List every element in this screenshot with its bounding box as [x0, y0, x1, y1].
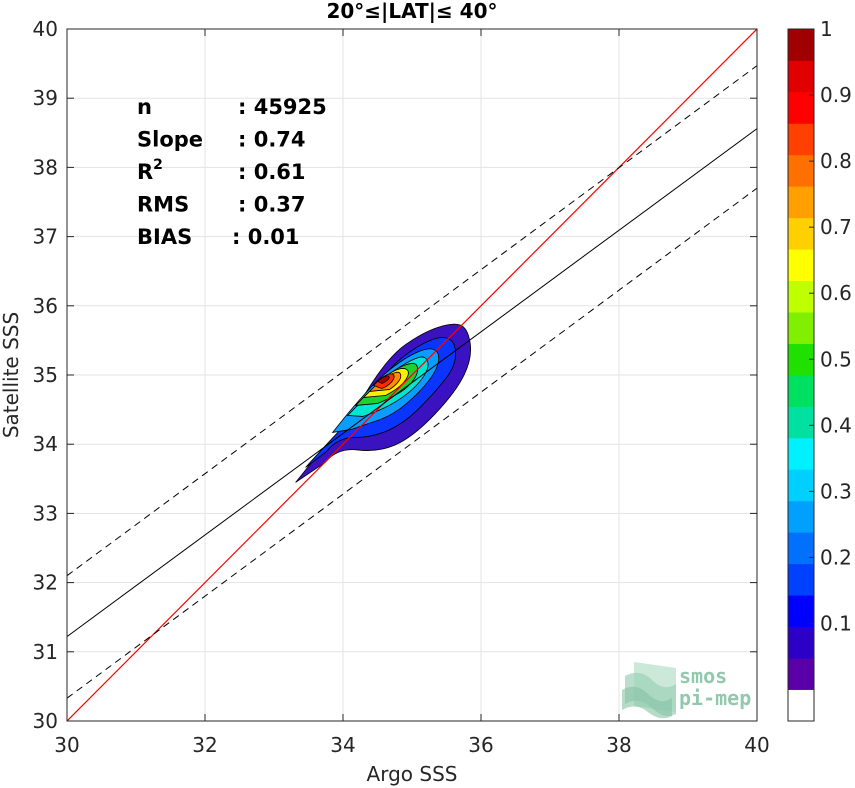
y-tick-label: 39 [33, 86, 58, 110]
stat-value: : 45925 [238, 95, 327, 119]
colorbar-segment [788, 406, 814, 439]
colorbar-segment [788, 532, 814, 565]
colorbar-frame [787, 28, 815, 722]
x-tick-label: 40 [744, 733, 769, 757]
colorbar-tick-label: 0.7 [820, 215, 852, 239]
colorbar-segment [788, 658, 814, 690]
y-tick-label: 31 [33, 640, 58, 664]
colorbar-tick-label: 0.3 [820, 479, 852, 503]
fit-line [67, 128, 757, 637]
colorbar-segment [788, 123, 814, 156]
logo-wave-icon [622, 662, 676, 719]
x-tick-label: 32 [192, 733, 217, 757]
y-tick-label: 38 [33, 155, 58, 179]
colorbar-segment [788, 217, 814, 250]
colorbar-tick-label: 0.8 [820, 149, 852, 173]
stat-value: : 0.01 [232, 225, 300, 249]
y-axis-label: Satellite SSS [0, 312, 23, 438]
y-tick-label: 37 [33, 225, 58, 249]
colorbar-segment [788, 154, 814, 187]
colorbar-segment [788, 91, 814, 124]
colorbar-segment [788, 312, 814, 344]
y-tick-label: 34 [33, 432, 58, 456]
colorbar-tick-label: 0.9 [820, 83, 852, 107]
stat-value: : 0.37 [238, 193, 306, 217]
colorbar-segment [788, 689, 814, 722]
colorbar-segment [788, 280, 814, 313]
y-tick-label: 40 [33, 17, 58, 41]
x-tick-label: 36 [468, 733, 493, 757]
colorbar-tick-label: 0.5 [820, 347, 852, 371]
density-contour-level [376, 375, 390, 384]
colorbar-segment [788, 186, 814, 219]
colorbar-tick-label: 0.1 [820, 611, 852, 635]
colorbar-segment [788, 375, 814, 407]
colorbar-segment [788, 469, 814, 502]
stat-key: n [137, 95, 152, 119]
chart-title: 20°≤|LAT|≤ 40° [326, 0, 497, 23]
x-tick-label: 30 [54, 733, 79, 757]
colorbar-tick-label: 0.6 [820, 281, 852, 305]
x-tick-label: 34 [330, 733, 355, 757]
stat-value: : 0.74 [238, 128, 306, 152]
axis-ticks: 30 32 34 36 38 40 30 31 32 33 34 35 36 37 38 39 40 [33, 17, 770, 757]
stat-value: : 0.61 [238, 160, 306, 184]
y-tick-label: 36 [33, 294, 58, 318]
smos-pimep-logo: smos pi-mep [622, 662, 751, 719]
colorbar-segment [788, 60, 814, 93]
stat-key: Slope [137, 128, 203, 152]
y-tick-label: 30 [33, 709, 58, 733]
y-tick-label: 33 [33, 501, 58, 525]
logo-line2: pi-mep [679, 686, 751, 710]
stat-superscript: 2 [153, 157, 163, 173]
colorbar-tick-label: 1 [820, 17, 833, 41]
colorbar-tick-label: 0.4 [820, 413, 852, 437]
regression-lines [67, 29, 757, 721]
x-axis-label: Argo SSS [367, 762, 458, 786]
colorbar-segment [788, 626, 814, 659]
colorbar-segment [788, 500, 814, 533]
colorbar-segment [788, 595, 814, 628]
stat-key: BIAS [137, 225, 192, 249]
colorbar-segment [788, 437, 814, 470]
colorbar-segment [788, 249, 814, 282]
grid-lines [66, 28, 758, 722]
stat-key: RMS [137, 193, 189, 217]
identity-line [67, 29, 757, 721]
x-tick-label: 38 [606, 733, 631, 757]
colorbar: 0.1 0.2 0.3 0.4 0.5 0.6 0.7 0.8 0.9 1 [787, 17, 852, 722]
logo-line1: smos [679, 664, 727, 688]
colorbar-segment [788, 29, 814, 61]
colorbar-segment [788, 563, 814, 596]
colorbar-tick-label: 0.2 [820, 545, 852, 569]
y-tick-label: 32 [33, 571, 58, 595]
y-tick-label: 35 [33, 363, 58, 387]
